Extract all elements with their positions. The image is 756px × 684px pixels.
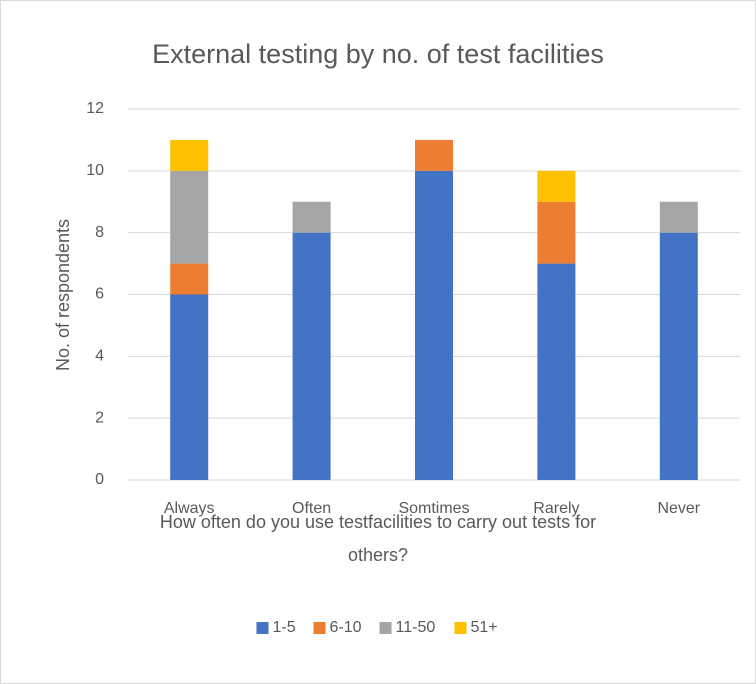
x-tick-label: Somtimes (398, 500, 469, 517)
legend-swatch (313, 622, 326, 634)
bar-segment (537, 263, 576, 480)
legend-label: 6-10 (330, 619, 362, 636)
bar-segment (537, 201, 576, 264)
x-tick-label: Always (164, 500, 215, 517)
bar-segment (170, 139, 209, 171)
y-axis-label: No. of respondents (53, 219, 73, 371)
y-tick-label: 2 (95, 409, 104, 426)
bar-segment (292, 201, 331, 233)
bar-segment (170, 170, 209, 264)
bar-segment (292, 232, 331, 480)
bar-segment (415, 170, 453, 481)
x-tick-label: Never (657, 500, 700, 517)
legend-swatch (379, 622, 392, 634)
chart-title: External testing by no. of test faciliti… (152, 39, 604, 69)
y-tick-label: 0 (95, 471, 104, 488)
legend-swatch (256, 622, 269, 634)
y-tick-label: 6 (95, 286, 104, 303)
legend-swatch (454, 622, 467, 634)
legend-label: 1-5 (273, 619, 296, 636)
y-tick-label: 4 (95, 348, 104, 365)
bar-segment (659, 232, 698, 480)
bar-segment (170, 294, 209, 480)
x-tick-label: Often (292, 500, 331, 517)
bar-segment (170, 263, 209, 295)
bar-segment (537, 170, 576, 202)
y-tick-label: 10 (86, 162, 104, 179)
x-axis-label: How often do you use testfacilities to c… (159, 512, 597, 565)
bar-segment (415, 139, 453, 171)
legend-label: 51+ (471, 619, 498, 636)
y-tick-label: 8 (95, 224, 104, 241)
x-tick-label: Rarely (533, 500, 579, 517)
bar-segment (659, 201, 698, 233)
y-tick-label: 12 (86, 100, 104, 117)
legend-label: 11-50 (396, 619, 436, 636)
